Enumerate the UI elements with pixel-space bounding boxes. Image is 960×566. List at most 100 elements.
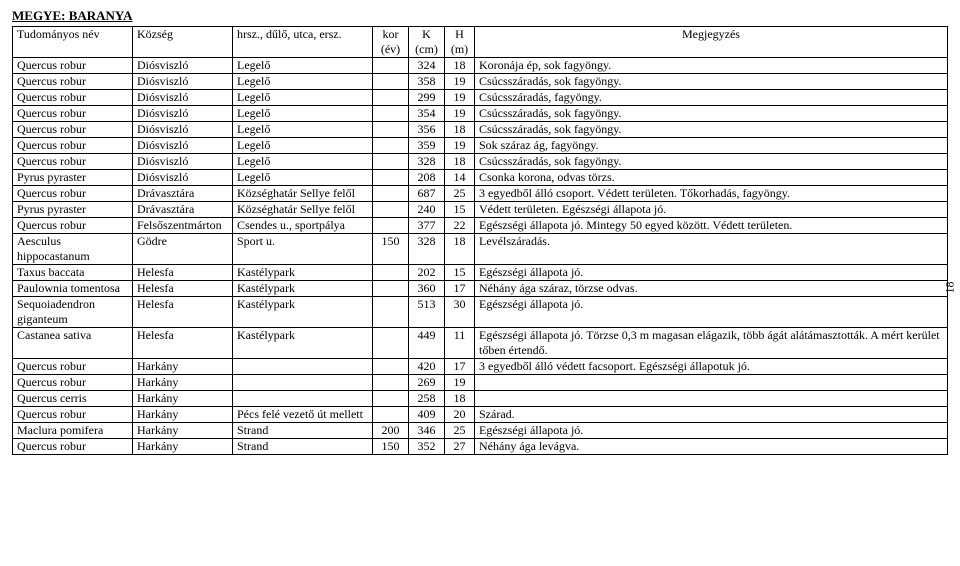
cell-age: 150	[373, 439, 409, 455]
cell-height: 22	[445, 218, 475, 234]
cell-circumference: 346	[409, 423, 445, 439]
cell-village: Diósviszló	[133, 122, 233, 138]
side-page-number: 18	[943, 282, 958, 294]
cell-village: Diósviszló	[133, 74, 233, 90]
cell-village: Helesfa	[133, 297, 233, 328]
cell-height: 15	[445, 265, 475, 281]
table-row: Taxus baccataHelesfaKastélypark20215Egés…	[13, 265, 948, 281]
cell-scientific-name: Quercus robur	[13, 154, 133, 170]
table-row: Pyrus pyrasterDrávasztáraKözséghatár Sel…	[13, 202, 948, 218]
cell-scientific-name: Castanea sativa	[13, 328, 133, 359]
cell-note: Csúcsszáradás, sok fagyöngy.	[475, 154, 948, 170]
cell-village: Helesfa	[133, 281, 233, 297]
cell-circumference: 420	[409, 359, 445, 375]
cell-scientific-name: Quercus robur	[13, 138, 133, 154]
cell-age	[373, 375, 409, 391]
cell-location	[233, 391, 373, 407]
cell-age	[373, 186, 409, 202]
cell-scientific-name: Aesculus hippocastanum	[13, 234, 133, 265]
cell-village: Harkány	[133, 439, 233, 455]
table-row: Quercus roburHarkányStrand15035227Néhány…	[13, 439, 948, 455]
cell-height: 18	[445, 154, 475, 170]
cell-scientific-name: Quercus robur	[13, 186, 133, 202]
cell-circumference: 687	[409, 186, 445, 202]
cell-age	[373, 106, 409, 122]
cell-note: Csúcsszáradás, sok fagyöngy.	[475, 122, 948, 138]
cell-scientific-name: Sequoiadendron giganteum	[13, 297, 133, 328]
cell-note: Néhány ága száraz, törzse odvas.	[475, 281, 948, 297]
cell-scientific-name: Quercus robur	[13, 218, 133, 234]
cell-age	[373, 170, 409, 186]
cell-village: Helesfa	[133, 265, 233, 281]
cell-height: 19	[445, 74, 475, 90]
cell-note: Csúcsszáradás, sok fagyöngy.	[475, 106, 948, 122]
cell-note: 3 egyedből álló csoport. Védett területe…	[475, 186, 948, 202]
cell-height: 14	[445, 170, 475, 186]
cell-scientific-name: Quercus robur	[13, 359, 133, 375]
cell-village: Drávasztára	[133, 202, 233, 218]
cell-location: Kastélypark	[233, 297, 373, 328]
col-subheader-circumference-unit: (cm)	[409, 42, 445, 58]
cell-scientific-name: Paulownia tomentosa	[13, 281, 133, 297]
cell-circumference: 513	[409, 297, 445, 328]
cell-scientific-name: Quercus robur	[13, 106, 133, 122]
cell-village: Diósviszló	[133, 90, 233, 106]
cell-circumference: 208	[409, 170, 445, 186]
col-header-scientific-name: Tudományos név	[13, 27, 133, 58]
cell-location: Sport u.	[233, 234, 373, 265]
table-head: Tudományos név Község hrsz., dűlő, utca,…	[13, 27, 948, 58]
table-row: Quercus cerrisHarkány25818	[13, 391, 948, 407]
table-row: Quercus roburFelsőszentmártonCsendes u.,…	[13, 218, 948, 234]
cell-location	[233, 375, 373, 391]
cell-age: 200	[373, 423, 409, 439]
cell-age	[373, 122, 409, 138]
table-row: Paulownia tomentosaHelesfaKastélypark360…	[13, 281, 948, 297]
cell-age	[373, 202, 409, 218]
cell-circumference: 299	[409, 90, 445, 106]
cell-height: 18	[445, 391, 475, 407]
cell-age	[373, 58, 409, 74]
table-row: Quercus roburDrávasztáraKözséghatár Sell…	[13, 186, 948, 202]
cell-height: 17	[445, 281, 475, 297]
cell-location: Kastélypark	[233, 265, 373, 281]
cell-circumference: 360	[409, 281, 445, 297]
table-row: Quercus roburDiósviszlóLegelő35618Csúcss…	[13, 122, 948, 138]
cell-height: 30	[445, 297, 475, 328]
cell-note: Koronája ép, sok fagyöngy.	[475, 58, 948, 74]
col-header-circumference: K	[409, 27, 445, 43]
table-row: Quercus roburHarkányPécs felé vezető út …	[13, 407, 948, 423]
cell-height: 18	[445, 234, 475, 265]
table-row: Sequoiadendron giganteumHelesfaKastélypa…	[13, 297, 948, 328]
cell-age	[373, 297, 409, 328]
cell-note: Egészségi állapota jó.	[475, 297, 948, 328]
cell-height: 27	[445, 439, 475, 455]
cell-scientific-name: Quercus robur	[13, 122, 133, 138]
cell-note: Csúcsszáradás, sok fagyöngy.	[475, 74, 948, 90]
cell-height: 18	[445, 58, 475, 74]
cell-note: 3 egyedből álló védett facsoport. Egészs…	[475, 359, 948, 375]
cell-location: Községhatár Sellye felől	[233, 202, 373, 218]
cell-village: Diósviszló	[133, 170, 233, 186]
table-row: Quercus roburDiósviszlóLegelő35419Csúcss…	[13, 106, 948, 122]
cell-location	[233, 359, 373, 375]
cell-age	[373, 154, 409, 170]
cell-note: Védett területen. Egészségi állapota jó.	[475, 202, 948, 218]
table-row: Quercus roburHarkány26919	[13, 375, 948, 391]
col-header-location: hrsz., dűlő, utca, ersz.	[233, 27, 373, 58]
cell-location: Legelő	[233, 90, 373, 106]
table-row: Maclura pomiferaHarkányStrand20034625Egé…	[13, 423, 948, 439]
cell-scientific-name: Taxus baccata	[13, 265, 133, 281]
cell-height: 18	[445, 122, 475, 138]
cell-circumference: 359	[409, 138, 445, 154]
cell-location: Legelő	[233, 138, 373, 154]
cell-note: Szárad.	[475, 407, 948, 423]
cell-circumference: 328	[409, 234, 445, 265]
cell-scientific-name: Quercus cerris	[13, 391, 133, 407]
col-subheader-height-unit: (m)	[445, 42, 475, 58]
cell-height: 11	[445, 328, 475, 359]
cell-location: Strand	[233, 423, 373, 439]
col-header-height: H	[445, 27, 475, 43]
cell-village: Felsőszentmárton	[133, 218, 233, 234]
cell-scientific-name: Maclura pomifera	[13, 423, 133, 439]
table-row: Castanea sativaHelesfaKastélypark44911Eg…	[13, 328, 948, 359]
